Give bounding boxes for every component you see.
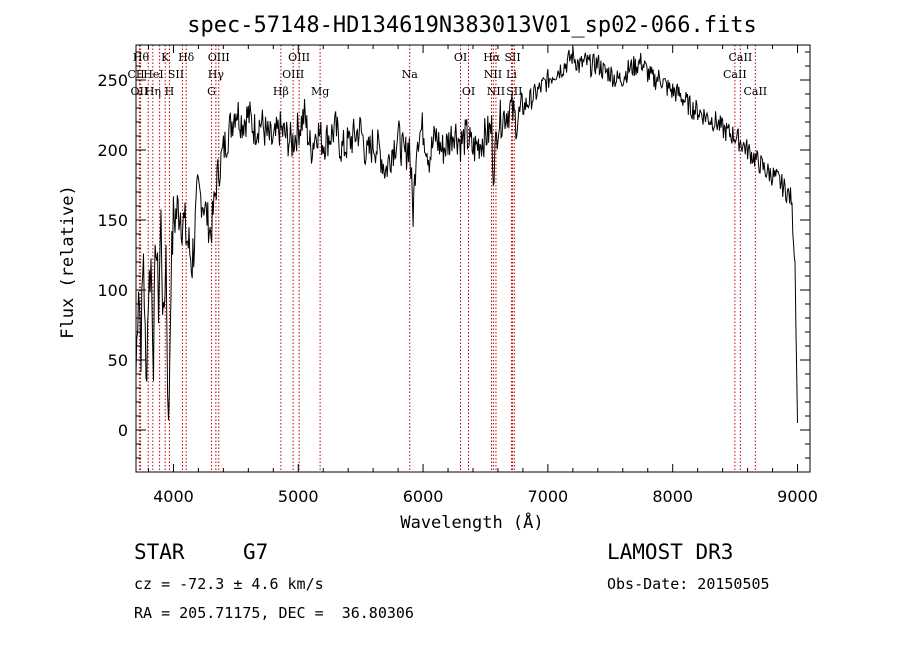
spectrum-line: [135, 46, 798, 424]
line-label-CaII: CaII: [723, 68, 747, 81]
line-label-OIII: OIII: [282, 68, 304, 81]
line-label-NII: NII: [487, 85, 505, 98]
x-tick-label: 8000: [652, 487, 693, 506]
line-label-CaII: CaII: [743, 85, 767, 98]
chart-title: spec-57148-HD134619N383013V01_sp02-066.f…: [187, 13, 757, 38]
y-tick-label: 250: [97, 71, 128, 90]
x-tick-label: 7000: [528, 487, 569, 506]
x-tick-label: 6000: [403, 487, 444, 506]
y-tick-label: 0: [118, 421, 128, 440]
line-label-Hη: Hη: [145, 85, 161, 98]
object-class: STAR: [134, 540, 185, 564]
survey-name: LAMOST DR3: [607, 540, 734, 564]
line-label-Hβ: Hβ: [273, 85, 289, 98]
line-label-HeI: HeI: [143, 68, 163, 81]
observation-date: Obs-Date: 20150505: [607, 575, 770, 593]
line-label-Li: Li: [506, 68, 517, 81]
y-axis-ticks: 0 50 100 150 200 250: [97, 51, 810, 459]
line-label-Mg: Mg: [311, 85, 329, 98]
line-label-OIII: OIII: [288, 51, 310, 64]
y-tick-label: 150: [97, 211, 128, 230]
line-label-OI: OI: [454, 51, 467, 64]
line-label-Hα: Hα: [483, 51, 501, 64]
line-label-SII: SII: [506, 85, 522, 98]
x-tick-label: 4000: [153, 487, 194, 506]
line-label-SII: SII: [504, 51, 520, 64]
coordinates: RA = 205.71175, DEC = 36.80306: [134, 604, 414, 622]
y-tick-label: 50: [108, 351, 128, 370]
line-label-G: G: [207, 85, 216, 98]
line-label-NII: NII: [484, 68, 502, 81]
object-subclass: G7: [243, 540, 269, 564]
y-axis-label: Flux (relative): [58, 185, 78, 339]
y-tick-label: 200: [97, 141, 128, 160]
line-label-Hγ: Hγ: [208, 68, 225, 81]
x-axis-ticks: 4000 5000 6000 7000 8000 9000: [147, 45, 818, 506]
line-label-OII: OII: [131, 85, 149, 98]
spectral-line-markers: [138, 45, 756, 472]
plot-frame: [135, 44, 811, 473]
y-tick-label: 100: [97, 281, 128, 300]
x-tick-label: 5000: [278, 487, 319, 506]
line-label-H: H: [165, 85, 175, 98]
line-label-SII: SII: [168, 68, 184, 81]
x-tick-label: 9000: [777, 487, 818, 506]
line-label-OI: OI: [462, 85, 475, 98]
line-label-Na: Na: [402, 68, 419, 81]
line-label-K: K: [161, 51, 170, 64]
line-label-Hδ: Hδ: [178, 51, 195, 64]
line-label-CaII: CaII: [729, 51, 753, 64]
redshift-velocity: cz = -72.3 ± 4.6 km/s: [134, 575, 324, 593]
line-label-Hθ: Hθ: [133, 51, 150, 64]
x-axis-label: Wavelength (Å): [400, 511, 543, 533]
line-label-OIII: OIII: [208, 51, 230, 64]
